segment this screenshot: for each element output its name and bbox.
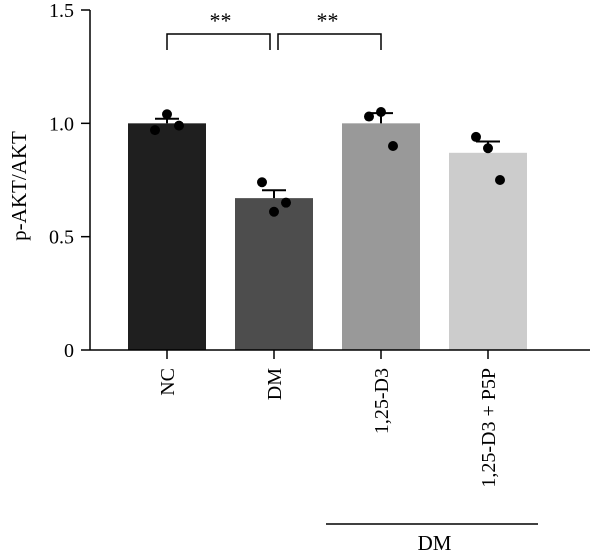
data-point [471, 131, 481, 142]
group-annotation: DM [326, 523, 538, 554]
data-point [150, 125, 160, 136]
group-label: DM [418, 531, 452, 554]
error-bars [155, 112, 500, 199]
data-point [162, 109, 172, 120]
data-point [174, 120, 184, 131]
x-tick-label: DM [264, 368, 286, 400]
bar [342, 123, 420, 350]
significance-label: ** [317, 8, 339, 33]
bar [235, 198, 313, 350]
y-tick-label: 0.5 [49, 227, 74, 249]
significance-brackets: ** ** [166, 8, 382, 50]
data-point [388, 141, 398, 151]
x-tick-label: 1,25-D3 + P5P [478, 368, 500, 488]
x-tick-label: NC [157, 368, 179, 396]
y-tick-label: 1.0 [49, 113, 74, 135]
x-tick-label: 1,25-D3 [371, 368, 393, 434]
data-point [281, 197, 291, 208]
x-axis: NC DM 1,25-D3 1,25-D3 + P5P [90, 349, 590, 488]
bar [449, 152, 527, 350]
y-axis: 0 0.5 1.0 1.5 [49, 0, 91, 362]
bars [128, 123, 527, 350]
data-point [257, 177, 267, 188]
y-axis-label: p-AKT/AKT [7, 131, 31, 241]
data-point [376, 107, 386, 117]
significance-bracket [277, 33, 382, 50]
bar [128, 123, 206, 350]
data-point [495, 175, 505, 185]
data-point [269, 206, 279, 217]
significance-label: ** [210, 8, 232, 33]
y-tick-label: 0 [64, 340, 74, 362]
significance-bracket [166, 33, 271, 50]
y-tick-label: 1.5 [49, 0, 74, 22]
